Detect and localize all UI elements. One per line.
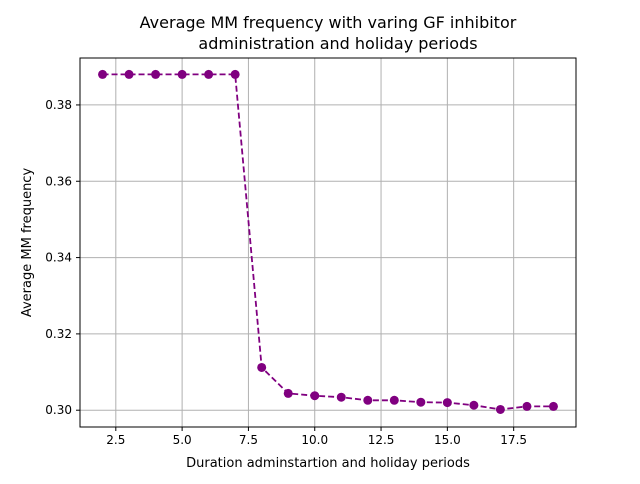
y-tick-label: 0.32 [45,327,72,341]
chart-title-line-1: Average MM frequency with varing GF inhi… [140,13,517,32]
plot-area-frame [79,57,577,428]
data-point [257,362,267,372]
data-point [336,392,346,402]
x-tick-label: 10.0 [301,433,328,447]
x-tick-label: 5.0 [173,433,192,447]
x-tick-label: 7.5 [239,433,258,447]
data-point [151,69,161,79]
x-tick-label: 15.0 [434,433,461,447]
data-point [363,395,373,405]
x-axis-label: Duration adminstartion and holiday perio… [186,456,470,471]
data-point [389,395,399,405]
data-series [98,69,558,414]
data-point [310,391,320,401]
gridlines [80,58,576,427]
data-point [548,401,558,411]
data-point [522,401,532,411]
y-axis-label: Average MM frequency [20,168,35,318]
data-point [416,397,426,407]
x-tick-label: 17.5 [500,433,527,447]
y-tick-label: 0.38 [45,98,72,112]
x-tick-label: 2.5 [106,433,125,447]
x-axis-ticks: 2.5 5.0 7.5 10.0 12.5 15.0 17.5 [106,427,527,447]
y-tick-label: 0.34 [45,251,72,265]
data-point [124,69,134,79]
data-point [442,398,452,408]
data-point [283,388,293,398]
data-point [469,400,479,410]
data-point [204,69,214,79]
data-point [230,69,240,79]
y-axis-ticks: 0.30 0.32 0.34 0.36 0.38 [45,98,80,417]
data-point [495,404,505,414]
x-tick-label: 12.5 [368,433,395,447]
y-tick-label: 0.36 [45,174,72,188]
data-point [98,69,108,79]
data-point [177,69,187,79]
y-tick-label: 0.30 [45,403,72,417]
chart-title-line-2: administration and holiday periods [198,34,477,53]
